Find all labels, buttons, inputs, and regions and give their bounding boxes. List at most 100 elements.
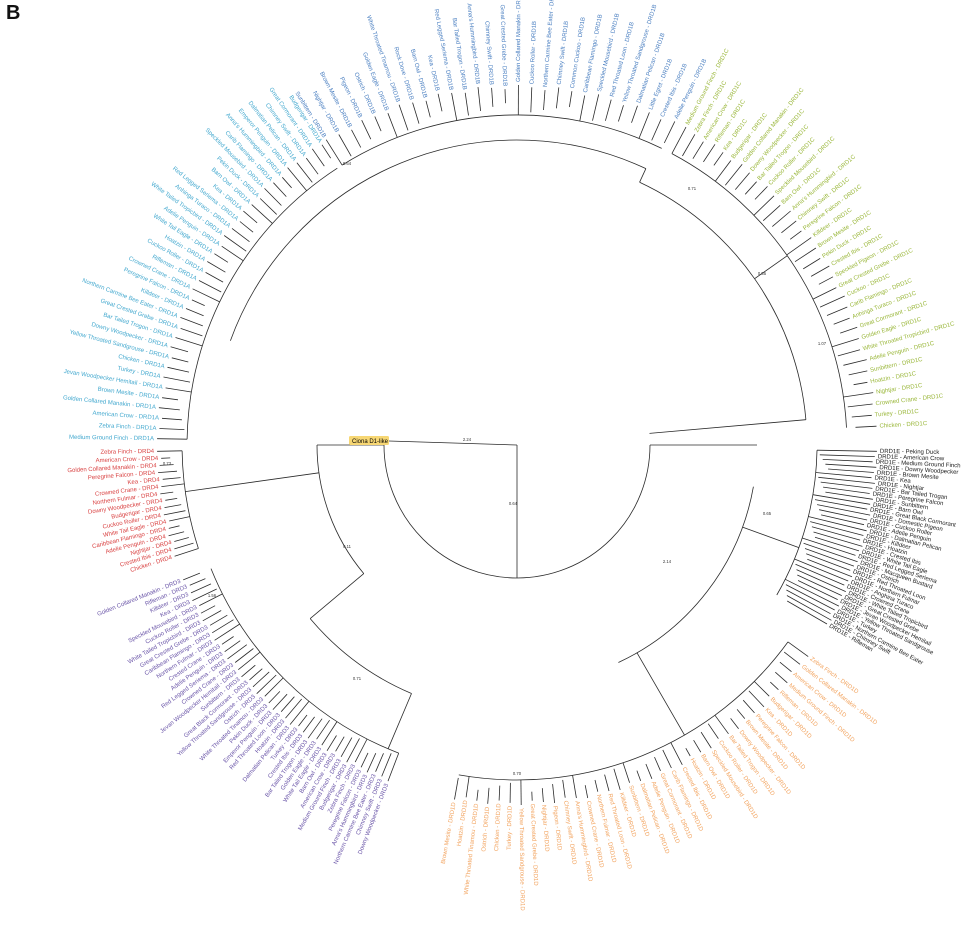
leaf-label: Kea - DRD4 — [127, 477, 160, 486]
leaf-branch — [797, 574, 842, 596]
leaf-branch — [243, 210, 258, 224]
leaf-branch — [307, 718, 323, 739]
leaf-branch — [807, 558, 853, 578]
leaf-branch — [354, 738, 368, 763]
leaf-branch — [251, 204, 273, 224]
leaf-branch — [825, 491, 873, 500]
leaf-label: Crowned Crane - DRD1C — [875, 393, 944, 407]
leaf-branch — [190, 583, 212, 594]
leaf-branch — [530, 87, 533, 113]
leaf-branch — [817, 504, 871, 516]
leaf-branch — [256, 674, 277, 694]
leaf-branch — [238, 651, 261, 671]
leaf-branch — [663, 121, 676, 144]
leaf-branch — [786, 237, 812, 256]
leaf-branch — [622, 762, 630, 783]
leaf-label: Kea - DRD1B — [426, 55, 440, 92]
leaf-branch — [592, 94, 600, 121]
leaf-branch — [221, 636, 234, 645]
leaf-branch — [786, 589, 831, 615]
leaf-branch — [351, 129, 362, 148]
leaf-branch — [754, 681, 770, 697]
leaf-branch — [819, 454, 875, 457]
leaf-branch — [654, 756, 661, 771]
leaf-branch — [326, 735, 337, 752]
backbone-arc-right — [516, 444, 651, 579]
leaf-branch — [794, 247, 817, 263]
leaf-branch — [814, 536, 860, 552]
backbone-arc-ed — [618, 486, 754, 663]
leaf-branch — [772, 210, 791, 227]
support-d3d4: 0.11 — [343, 544, 352, 549]
leaf-branch — [541, 788, 544, 803]
leaf-label: Chimney Swift - DRD1B — [557, 21, 570, 85]
leaf-branch — [826, 306, 848, 316]
leaf-branch — [280, 696, 295, 712]
leaf-branch — [239, 221, 254, 233]
leaf-branch — [227, 644, 248, 660]
leaf-branch — [437, 93, 443, 112]
leaf-branch — [302, 716, 315, 733]
leaf-branch — [753, 195, 775, 216]
leaf-branch — [224, 640, 241, 653]
clade-arc-drd1d — [458, 641, 789, 781]
leaf-branch — [157, 438, 188, 440]
leaf-branch — [808, 516, 867, 532]
leaf-label: Nightjar - DRD1C — [876, 383, 924, 396]
leaf-branch — [207, 261, 226, 273]
leaf-branch — [175, 337, 203, 347]
leaf-branch — [853, 381, 868, 386]
tree-branches — [157, 84, 877, 806]
leaf-branch — [820, 481, 873, 489]
leaf-branch — [584, 785, 589, 799]
leaf-branch — [169, 516, 190, 522]
leaf-branch — [174, 542, 194, 550]
leaf-branch — [321, 721, 338, 746]
leaf-label: Nightjar - DRD1D — [540, 805, 549, 853]
branch-d3-inner — [387, 693, 412, 749]
root-node: Ciona D1-like — [349, 436, 389, 445]
branch-d3 — [309, 573, 365, 619]
support-d3: 1.56 — [208, 593, 217, 598]
leaf-label: Chicken - DRD1C — [879, 421, 928, 430]
leaf-branch — [211, 619, 234, 634]
leaf-branch — [796, 569, 846, 592]
branch-support-values: 2.24 0.64 2.14 0.65 0.70 0.55 1.07 0.71 0.64 0.11… — [163, 161, 827, 776]
leaf-branch — [165, 387, 192, 393]
leaf-branch — [454, 777, 459, 800]
leaf-branch — [819, 295, 845, 308]
leaf-branch — [273, 182, 287, 197]
branch-d4 — [185, 472, 319, 492]
leaf-branch — [305, 157, 319, 175]
leaf-branch — [825, 463, 877, 468]
leaf-branch — [214, 623, 241, 641]
clade-arc-drd1b — [341, 114, 662, 166]
leaf-label: Ostrich - DRD1D — [481, 806, 491, 852]
leaf-label: Turkey - DRD1D — [507, 805, 514, 850]
leaf-branch — [167, 366, 190, 373]
leaf-branch — [158, 407, 180, 411]
leaf-branch — [821, 514, 865, 526]
leaf-branch — [381, 753, 392, 777]
leaf-label: DRD1E - Medium Ground Finch — [875, 459, 960, 469]
leaf-branch — [730, 718, 739, 729]
leaf-branch — [159, 464, 174, 466]
leaf-label: Bar Tailed Trogon - DRD1B — [451, 18, 468, 91]
leaf-branch — [209, 614, 228, 626]
leaf-branch — [192, 288, 220, 303]
leaf-branch — [287, 167, 308, 191]
leaf-branch — [645, 763, 653, 779]
leaf-branch — [161, 483, 185, 487]
leaf-label: Medium Ground Finch - DRD1A — [69, 435, 154, 442]
leaf-label: DRD1E - Kea — [874, 475, 911, 484]
leaf-label: DRD1E - Downy Woodpecker — [879, 465, 958, 476]
leaf-branch — [491, 87, 494, 107]
leaf-branch — [724, 163, 743, 186]
leaf-label: Golden Collared Manakin - DRD4 — [67, 463, 157, 474]
leaf-label: Brown Mesite - DRD1B — [318, 71, 352, 129]
leaf-branch — [703, 144, 716, 163]
clade-arc-drd4 — [181, 450, 199, 549]
leaf-branch — [804, 548, 855, 567]
leaf-branch — [282, 177, 292, 189]
leaf-branch — [268, 691, 281, 704]
